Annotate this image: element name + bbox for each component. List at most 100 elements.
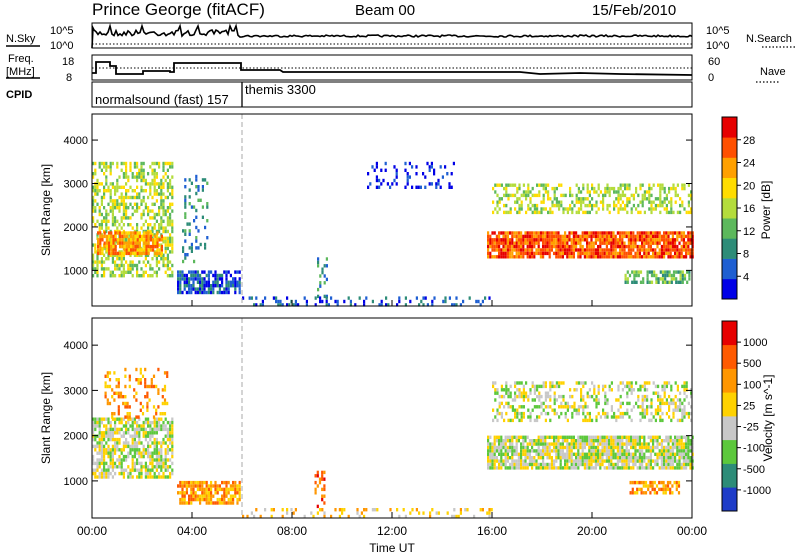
echo-cell (103, 468, 106, 472)
echo-cell (122, 195, 125, 200)
echo-cell (98, 461, 101, 466)
echo-cell (188, 484, 191, 488)
echo-cell (656, 439, 659, 443)
echo-cell (571, 210, 574, 215)
echo-cell (649, 452, 652, 456)
echo-cell (643, 459, 646, 463)
echo-cell (660, 255, 663, 259)
echo-cell (610, 405, 613, 409)
echo-cell (123, 248, 126, 252)
echo-cell (120, 468, 123, 472)
echo-cell (218, 484, 221, 488)
echo-cell (608, 210, 611, 215)
echo-cell (588, 442, 591, 446)
echo-cell (608, 452, 611, 456)
echo-cell (663, 401, 666, 406)
echo-cell (140, 475, 143, 479)
echo-cell (564, 439, 567, 443)
echo-cell (610, 442, 613, 446)
echo-cell (612, 439, 615, 443)
echo-cell (489, 241, 492, 245)
echo-cell (658, 442, 661, 446)
echo-cell (671, 452, 674, 456)
echo-cell (146, 391, 149, 395)
echo-cell (610, 439, 613, 443)
echo-cell (500, 241, 503, 245)
echo-cell (232, 277, 235, 281)
echo-cell (617, 186, 620, 191)
echo-cell (588, 234, 591, 239)
echo-cell (110, 234, 113, 239)
echo-cell (633, 273, 636, 278)
echo-cell (613, 200, 616, 204)
echo-cell (194, 287, 197, 291)
echo-cell (517, 234, 520, 239)
echo-cell (524, 466, 527, 470)
echo-cell (509, 466, 512, 470)
echo-cell (546, 238, 549, 242)
echo-cell (493, 452, 496, 456)
echo-cell (661, 280, 665, 284)
echo-cell (605, 241, 608, 245)
echo-cell (166, 451, 169, 455)
echo-cell (92, 209, 95, 213)
echo-cell (134, 251, 137, 256)
echo-cell (227, 280, 230, 284)
echo-cell (599, 449, 602, 453)
echo-cell (579, 445, 582, 450)
colorbar-tick-label: -1000 (743, 485, 771, 497)
echo-cell (192, 480, 195, 485)
echo-cell (528, 462, 531, 467)
echo-cell (638, 251, 641, 256)
echo-cell (551, 408, 554, 412)
echo-cell (334, 508, 337, 512)
echo-cell (151, 468, 154, 472)
echo-cell (502, 234, 505, 239)
echo-cell (624, 207, 627, 211)
echo-cell (656, 241, 659, 245)
echo-cell (117, 408, 120, 412)
echo-cell (577, 459, 580, 463)
echo-cell (225, 494, 228, 498)
echo-cell (669, 251, 672, 256)
echo-cell (597, 248, 600, 252)
echo-cell (594, 231, 597, 235)
echo-cell (639, 210, 642, 215)
echo-cell (540, 384, 543, 389)
echo-cell (321, 497, 324, 502)
echo-cell (142, 175, 145, 179)
echo-cell (185, 290, 188, 295)
echo-cell (663, 384, 666, 389)
echo-cell (160, 468, 163, 472)
echo-cell (162, 192, 165, 196)
echo-cell (539, 234, 542, 239)
echo-cell (625, 449, 628, 453)
echo-cell (634, 241, 637, 245)
echo-cell (504, 445, 507, 450)
echo-cell (626, 210, 629, 215)
echo-cell (164, 178, 167, 183)
echo-cell (582, 381, 585, 385)
echo-cell (540, 210, 543, 215)
echo-cell (643, 241, 646, 245)
freq-bottom-tick: 8 (66, 72, 72, 84)
echo-cell (664, 280, 667, 284)
echo-cell (171, 185, 174, 189)
echo-cell (149, 468, 152, 472)
echo-cell (649, 456, 652, 460)
echo-cell (525, 394, 528, 399)
echo-cell (561, 466, 564, 470)
echo-cell (671, 462, 674, 467)
echo-cell (663, 255, 666, 259)
echo-cell (155, 260, 158, 264)
echo-cell (590, 456, 593, 460)
echo-cell (533, 384, 536, 389)
echo-cell (526, 435, 529, 439)
echo-cell (689, 449, 692, 453)
echo-cell (238, 487, 241, 492)
echo-cell (682, 238, 685, 242)
echo-cell (125, 234, 128, 239)
echo-cell (606, 411, 609, 416)
echo-cell (517, 244, 520, 249)
echo-cell (109, 161, 112, 166)
